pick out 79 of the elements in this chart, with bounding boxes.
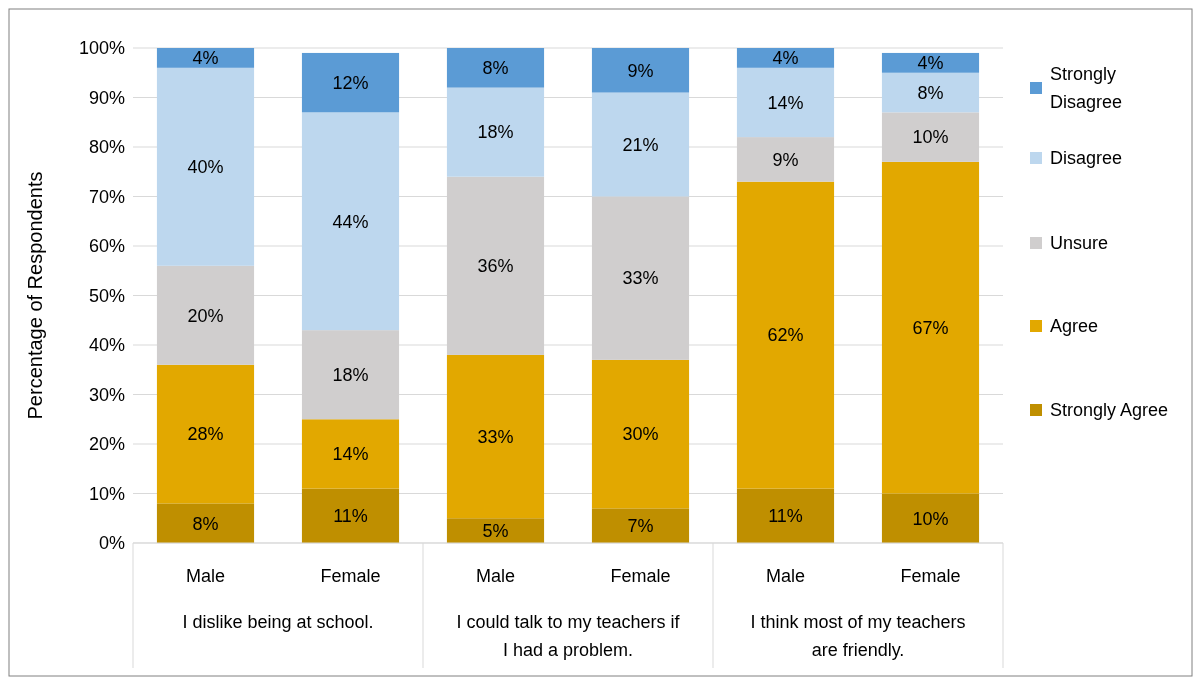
- data-label: 28%: [187, 424, 224, 445]
- bar: [446, 354, 545, 519]
- y-tick-label: 80%: [88, 137, 125, 158]
- x-tick-label: Male: [475, 566, 516, 586]
- data-label: 4%: [772, 48, 799, 69]
- bar: [591, 92, 690, 197]
- x-tick-label: Female: [610, 566, 671, 586]
- bar: [591, 508, 690, 543]
- x-tick-label: Female: [900, 566, 961, 586]
- data-label: 4%: [917, 53, 944, 74]
- data-label: 20%: [187, 305, 224, 326]
- y-tick-label: 40%: [88, 335, 125, 356]
- legend-label: Disagree: [1050, 148, 1123, 169]
- data-label: 21%: [622, 134, 659, 155]
- data-label: 8%: [482, 58, 509, 79]
- data-label: 33%: [477, 426, 514, 447]
- text: I think most of my teachers are friendly.: [750, 612, 966, 660]
- bar: [156, 364, 255, 504]
- bar: [301, 419, 400, 489]
- y-tick-label: 70%: [88, 186, 125, 207]
- data-label: 30%: [622, 424, 659, 445]
- data-label: 14%: [767, 92, 804, 113]
- bar: [736, 181, 835, 489]
- y-tick-label: 100%: [78, 38, 125, 59]
- legend-label: Agree: [1050, 316, 1099, 337]
- legend-label: Strongly Disagree: [1050, 64, 1123, 113]
- bar: [156, 48, 255, 68]
- y-axis-title: Percentage of Respondents: [24, 171, 46, 420]
- y-tick-label: 20%: [88, 434, 125, 455]
- bar: [881, 493, 980, 543]
- y-tick-label: 0%: [98, 533, 125, 554]
- data-label: 33%: [622, 268, 659, 289]
- bar: [301, 488, 400, 543]
- data-label: 10%: [912, 127, 949, 148]
- bar: [156, 503, 255, 543]
- data-label: 40%: [187, 157, 224, 178]
- data-label: 62%: [767, 325, 804, 346]
- bar: [736, 67, 835, 138]
- bar: [446, 48, 545, 88]
- data-label: 8%: [192, 513, 219, 534]
- data-label: 4%: [192, 48, 219, 69]
- data-label: 9%: [772, 149, 799, 170]
- data-label: 7%: [627, 515, 654, 536]
- data-label: 18%: [477, 122, 514, 143]
- bar: [736, 48, 835, 68]
- bar: [591, 359, 690, 509]
- bar: [881, 161, 980, 494]
- y-tick-label: 60%: [88, 236, 125, 257]
- legend-label: Unsure: [1050, 233, 1109, 254]
- bar: [591, 48, 690, 93]
- legend-label: Strongly Agree: [1050, 400, 1169, 421]
- x-tick-label: Male: [185, 566, 226, 586]
- y-tick-label: 90%: [88, 87, 125, 108]
- bar: [881, 72, 980, 113]
- data-label: 10%: [912, 508, 949, 529]
- data-label: 11%: [768, 506, 803, 527]
- data-label: 8%: [917, 82, 944, 103]
- data-label: 12%: [332, 72, 369, 93]
- text: I could talk to my teachers if I had a problem.: [456, 612, 681, 660]
- x-tick-label: Female: [320, 566, 381, 586]
- bar: [736, 488, 835, 543]
- data-label: 67%: [912, 317, 949, 338]
- bar: [446, 87, 545, 177]
- bar: [301, 52, 400, 113]
- data-label: 5%: [482, 520, 509, 541]
- bar: [301, 112, 400, 331]
- data-label: 18%: [332, 365, 369, 385]
- y-tick-label: 10%: [88, 483, 125, 504]
- data-label: 9%: [627, 60, 654, 81]
- y-tick-label: 30%: [88, 384, 125, 405]
- bar: [881, 52, 980, 73]
- data-label: 44%: [332, 211, 369, 232]
- x-tick-label: Male: [765, 566, 806, 586]
- text: I dislike being at school.: [182, 612, 374, 632]
- data-label: 14%: [332, 444, 369, 465]
- data-label: 11%: [333, 506, 368, 527]
- bar: [156, 67, 255, 266]
- y-tick-label: 50%: [88, 285, 125, 306]
- data-label: 36%: [477, 256, 514, 277]
